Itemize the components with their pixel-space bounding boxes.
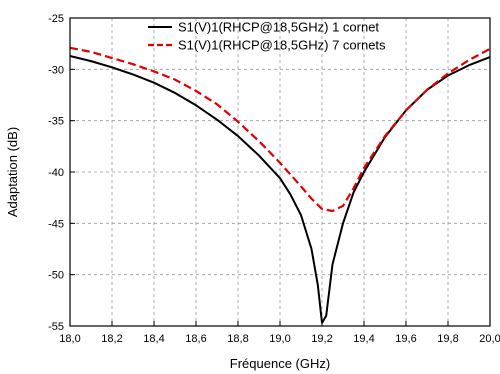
x-tick-label: 18,8	[227, 333, 248, 345]
legend: S1(V)1(RHCP@18,5GHz) 1 cornet S1(V)1(RHCP…	[148, 20, 386, 53]
grid	[70, 18, 490, 326]
x-tick-label: 18,0	[59, 333, 80, 345]
x-tick-label: 19,2	[311, 333, 332, 345]
x-tick-label: 19,0	[269, 333, 290, 345]
x-tick-label: 18,6	[185, 333, 206, 345]
series-group	[69, 46, 491, 324]
y-tick-label: -45	[48, 218, 64, 230]
y-tick-label: -55	[48, 321, 64, 333]
x-tick-label: 19,4	[353, 333, 374, 345]
legend-label-2: S1(V)1(RHCP@18,5GHz) 7 cornets	[178, 38, 386, 53]
x-axis-title: Fréquence (GHz)	[230, 356, 330, 371]
y-axis-title: Adaptation (dB)	[5, 127, 20, 217]
y-tick-label: -35	[48, 116, 64, 128]
y-tick-label: -25	[48, 13, 64, 25]
y-tick-label: -40	[48, 167, 64, 179]
x-tick-label: 18,2	[101, 333, 122, 345]
legend-label-1: S1(V)1(RHCP@18,5GHz) 1 cornet	[178, 20, 379, 35]
series-line-2	[69, 46, 491, 213]
x-tick-label: 20,0	[479, 333, 500, 345]
y-tick-label: -50	[48, 270, 64, 282]
tick-group: 18,0 18,2 18,4 18,6 18,8 19,0 19,2 19,4 19,6 19,8…	[48, 13, 500, 345]
x-tick-label: 19,6	[395, 333, 416, 345]
x-tick-label: 19,8	[437, 333, 458, 345]
y-tick-label: -30	[48, 64, 64, 76]
x-tick-label: 18,4	[143, 333, 164, 345]
